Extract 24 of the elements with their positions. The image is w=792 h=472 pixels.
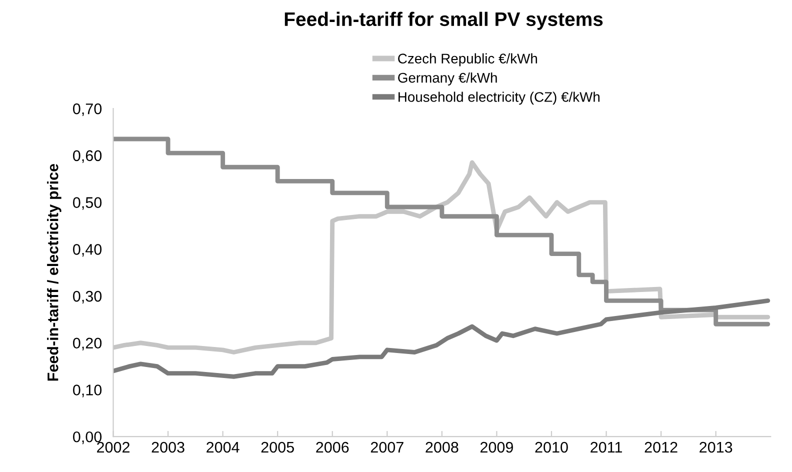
x-tick-label: 2013 [700, 442, 732, 453]
line-series [113, 298, 770, 379]
y-tick-label: 0,50 [73, 197, 102, 210]
x-tick-label: 2012 [644, 442, 678, 453]
y-tick-label: 0,30 [73, 290, 102, 304]
y-tick-label: 0,40 [73, 244, 102, 257]
x-tick-label: 2010 [535, 442, 568, 453]
y-tick-label: 0,60 [73, 150, 102, 163]
x-tick-label: 2005 [261, 442, 294, 453]
y-tick-label: 0,20 [73, 338, 102, 350]
x-tick-label: 2004 [206, 442, 240, 453]
chart-title: Feed-in-tariff for small PV systems [284, 12, 603, 30]
x-tick-label: 2008 [426, 442, 458, 453]
x-tick-label: 2009 [480, 442, 513, 453]
y-tick-label: 0,10 [73, 384, 102, 398]
x-tick-label: 2011 [590, 442, 622, 453]
x-tick-label: 2006 [316, 442, 349, 453]
y-axis-title: Feed-in-tariff / electricity price [47, 164, 62, 381]
legend-label: Germany €/kWh [398, 72, 497, 86]
y-tick-label: 0,70 [73, 103, 102, 116]
legend-label: Household electricity (CZ) €/kWh [398, 92, 600, 105]
x-tick-label: 2007 [370, 442, 404, 453]
x-tick-label: 2003 [152, 442, 184, 453]
legend-label: Czech Republic €/kWh [398, 53, 537, 66]
